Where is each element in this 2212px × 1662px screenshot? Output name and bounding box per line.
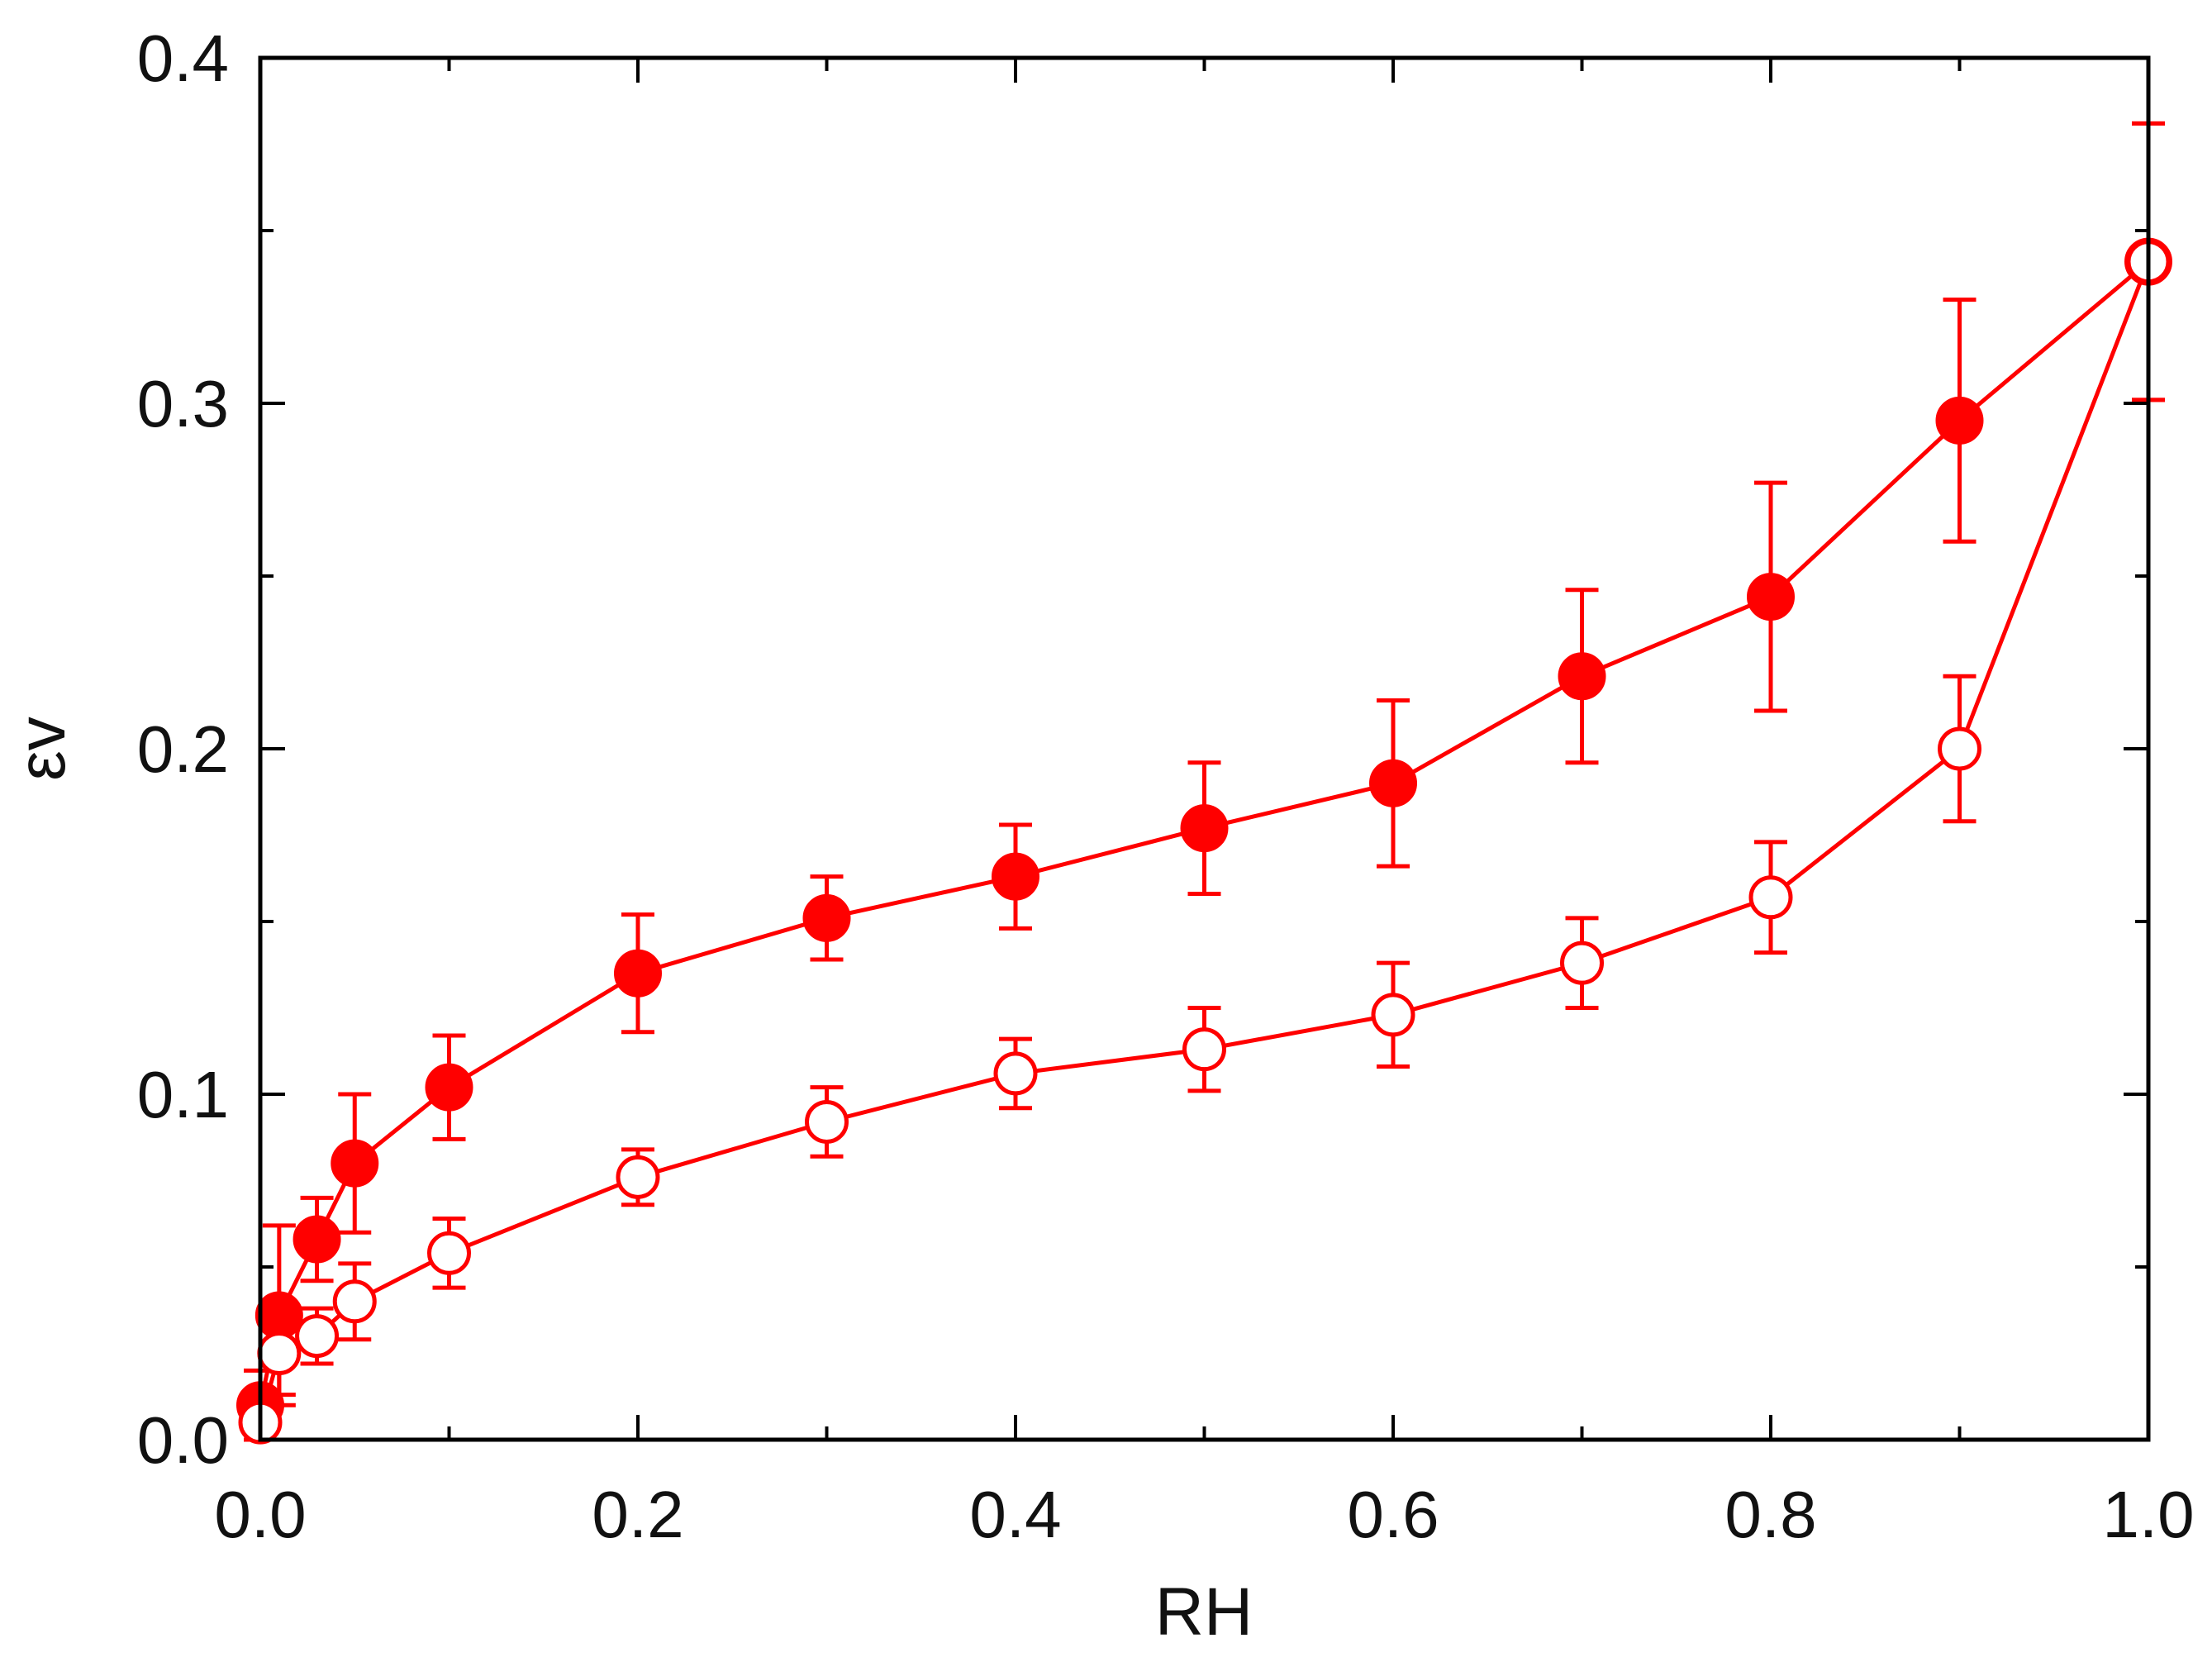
x-tick-label: 0.6: [1347, 1478, 1439, 1551]
y-axis-title: εv: [4, 717, 79, 781]
data-point: [1935, 396, 1984, 445]
y-tick-label: 0.2: [137, 712, 229, 786]
x-tick-label: 0.0: [214, 1478, 306, 1551]
data-point: [993, 1051, 1038, 1096]
data-point: [1748, 875, 1793, 920]
data-point: [427, 1231, 471, 1275]
data-point: [1938, 726, 1981, 771]
series-2: [238, 121, 2171, 1445]
data-point: [293, 1215, 341, 1264]
data-point: [1558, 652, 1606, 701]
data-point: [331, 1139, 379, 1188]
y-tick-label: 0.1: [137, 1058, 229, 1131]
y-tick-label: 0.0: [137, 1403, 229, 1477]
data-point: [992, 852, 1039, 901]
data-point: [1371, 993, 1415, 1037]
data-point: [802, 893, 851, 942]
data-point: [616, 1155, 660, 1199]
x-tick-label: 1.0: [2102, 1478, 2194, 1551]
x-tick-label: 0.4: [969, 1478, 1061, 1551]
series-layer: [236, 121, 2172, 1445]
data-point: [614, 949, 662, 998]
x-tick-label: 0.2: [592, 1478, 683, 1551]
data-point: [805, 1099, 849, 1144]
plot-frame: [258, 55, 2151, 1442]
series-1: [236, 121, 2172, 1442]
data-point: [1182, 1027, 1226, 1072]
data-point: [295, 1314, 340, 1359]
data-point: [425, 1063, 473, 1112]
data-point: [1560, 941, 1604, 985]
data-point: [332, 1279, 377, 1324]
data-point: [1747, 573, 1795, 621]
data-point: [1180, 804, 1229, 853]
y-tick-label: 0.4: [137, 21, 229, 95]
y-tick-label: 0.3: [137, 367, 229, 441]
x-axis-title: RH: [1155, 1574, 1253, 1650]
ticks-layer: 0.0 0.2 0.4 0.6 0.8 1.0 0.0 0.1 0.2 0.3 0.4: [137, 21, 2195, 1551]
data-point: [257, 1331, 302, 1375]
data-point: [1369, 759, 1417, 807]
x-tick-label: 0.8: [1724, 1478, 1816, 1551]
